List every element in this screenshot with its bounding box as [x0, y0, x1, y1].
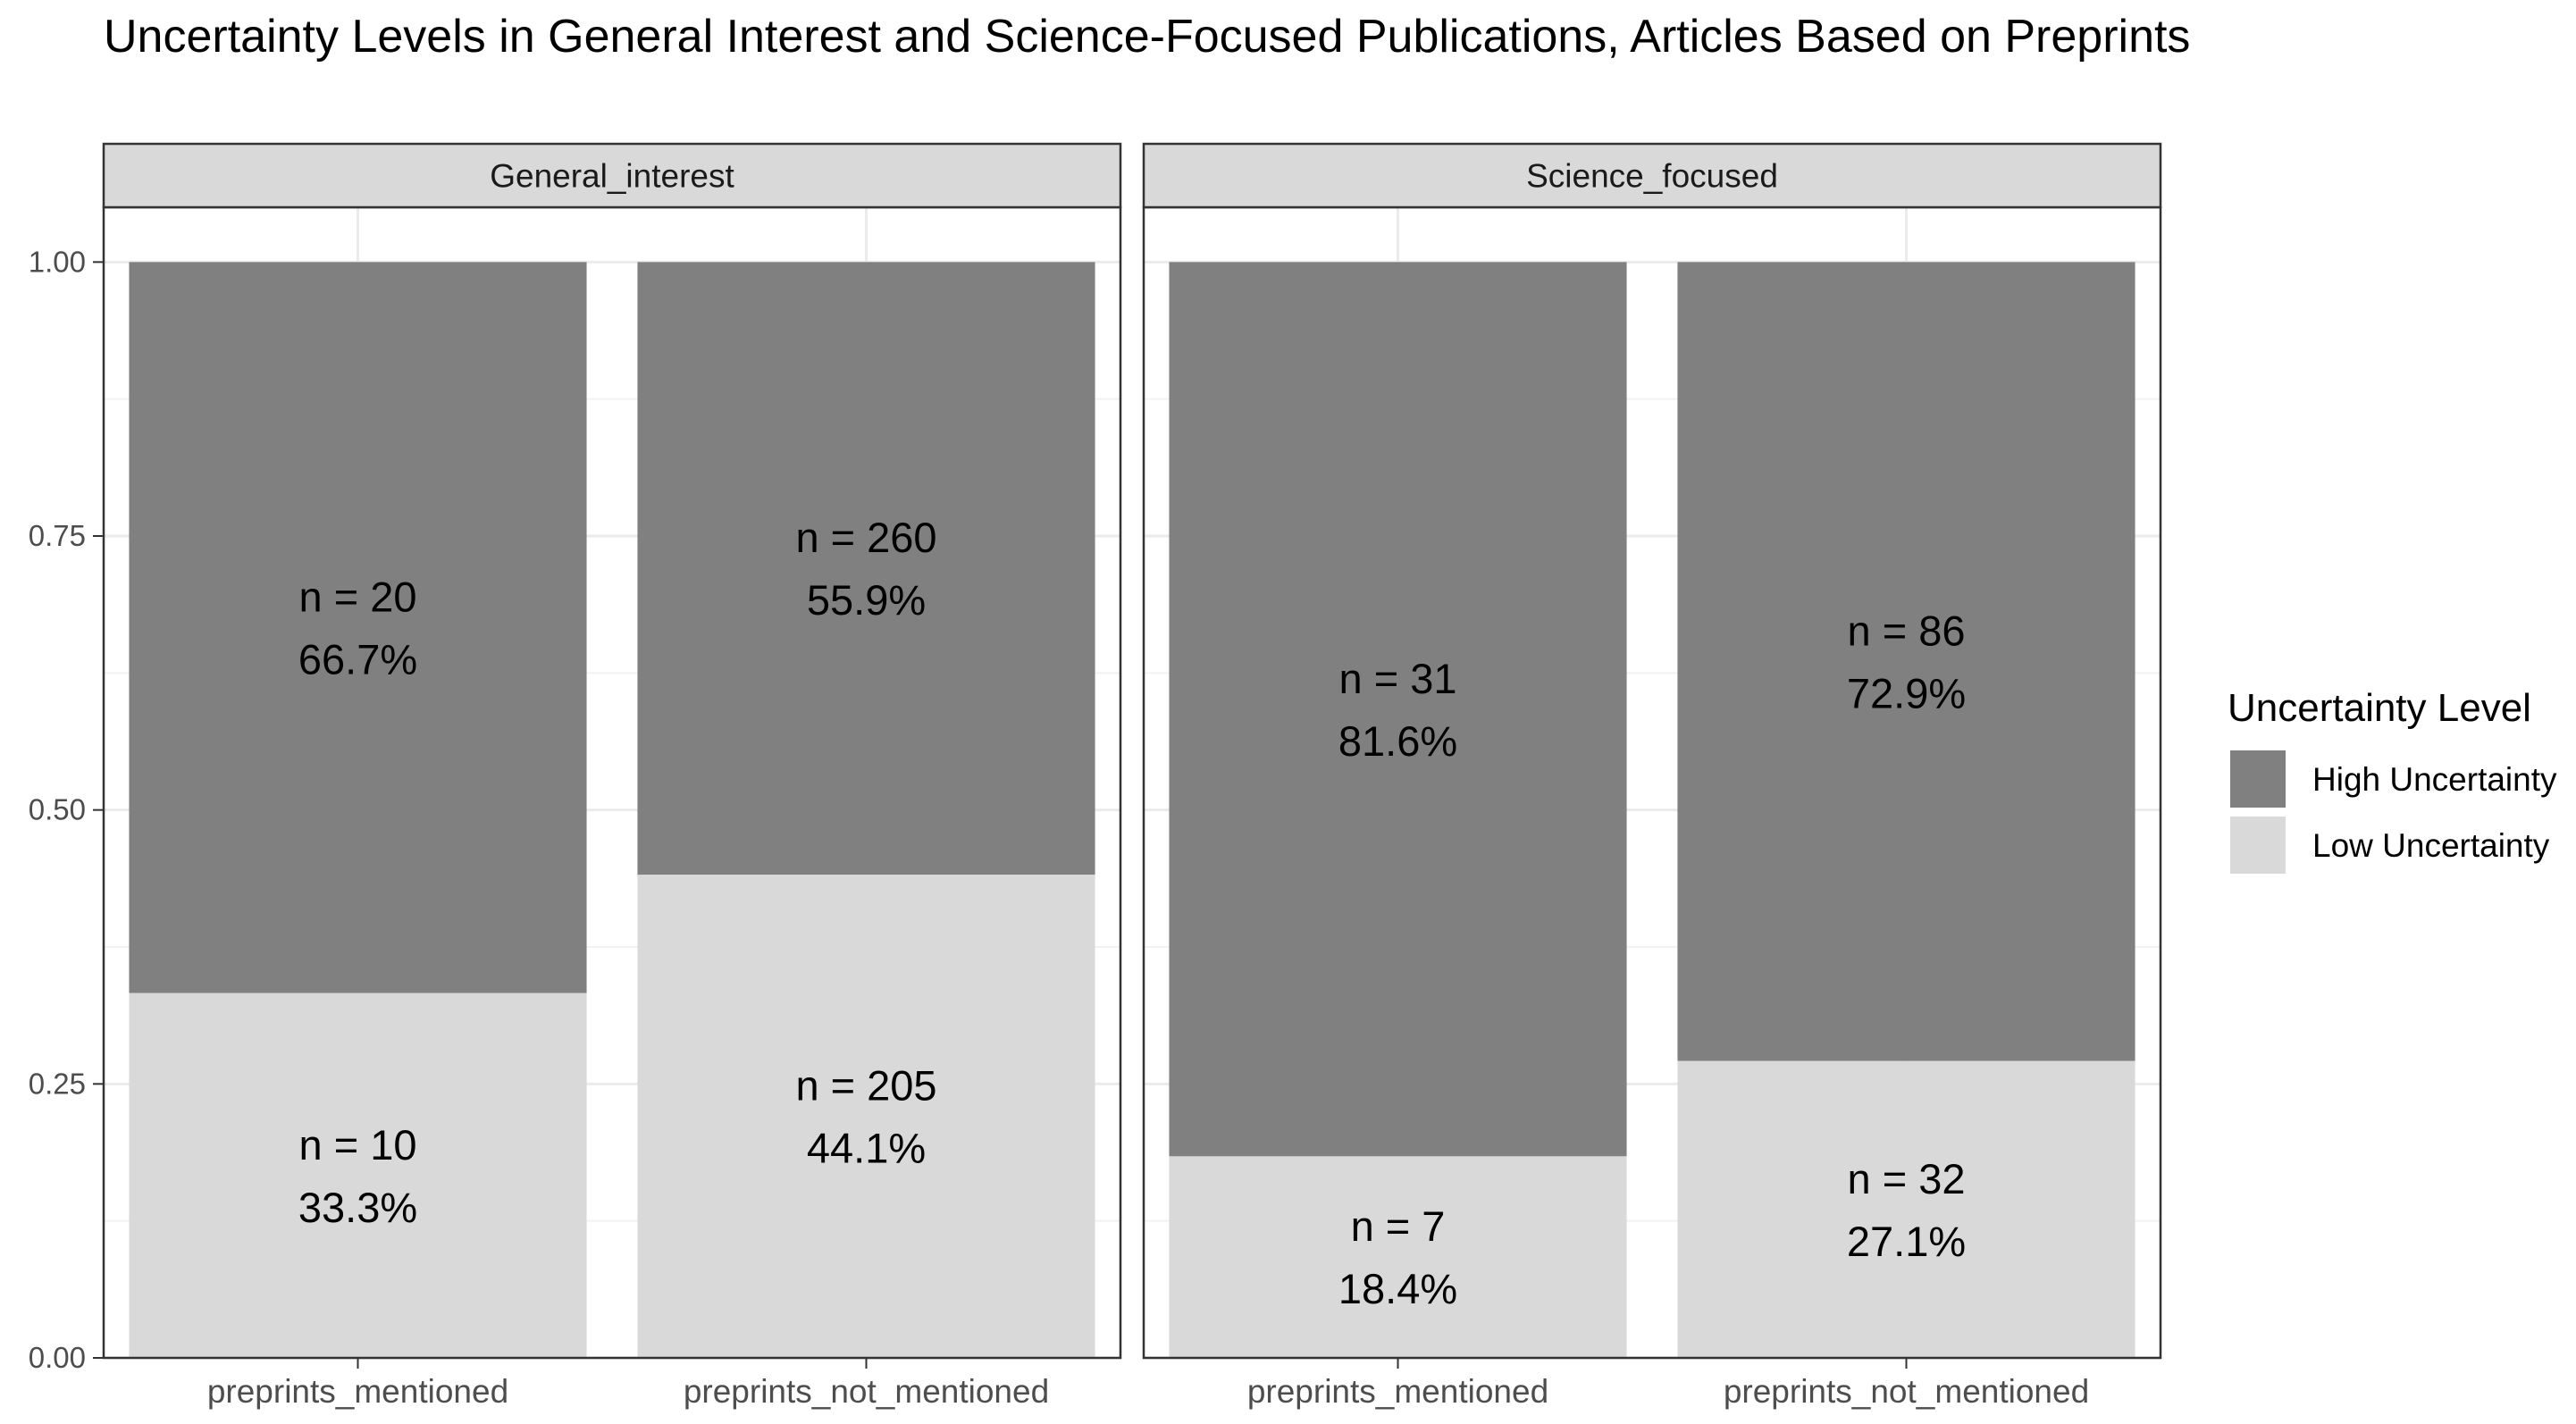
data-label-count: n = 31	[1339, 655, 1457, 702]
bar-segment-high-uncertainty	[1677, 262, 2135, 1061]
data-label-percent: 55.9%	[807, 576, 926, 624]
data-label-percent: 81.6%	[1338, 717, 1457, 765]
facet-strip-label: General_interest	[490, 158, 734, 195]
legend-swatch-high-uncertainty	[2230, 750, 2286, 808]
chart-title: Uncertainty Levels in General Interest a…	[104, 11, 2190, 63]
stacked-bar: n = 7 18.4% n = 31 81.6%	[1169, 262, 1627, 1358]
facet-panel-general-interest: n = 10 33.3% n = 20 66.7% n = 205 44.1% n = 26…	[102, 142, 1122, 1410]
data-label-count: n = 7	[1351, 1202, 1446, 1250]
bar-segment-low-uncertainty	[1677, 1060, 2135, 1358]
y-axis: 0.00 0.25 0.50 0.75 1.00	[29, 245, 104, 1374]
y-tick-label: 0.75	[29, 519, 86, 552]
x-tick-label: preprints_not_mentioned	[1724, 1373, 2089, 1410]
x-tick-label: preprints_mentioned	[1247, 1373, 1548, 1410]
bar-segment-high-uncertainty	[129, 262, 587, 993]
data-label-percent: 72.9%	[1847, 669, 1966, 716]
facet-panel-science-focused: n = 7 18.4% n = 31 81.6% n = 32 27.1% n = 86 72…	[1142, 142, 2162, 1410]
y-tick-label: 0.00	[29, 1341, 86, 1374]
stacked-bar: n = 10 33.3% n = 20 66.7%	[129, 262, 587, 1358]
data-label-count: n = 20	[299, 573, 417, 620]
data-label-percent: 33.3%	[298, 1184, 417, 1231]
legend-label-low-uncertainty: Low Uncertainty	[2312, 827, 2550, 864]
legend-title: Uncertainty Level	[2228, 686, 2531, 730]
legend-label-high-uncertainty: High Uncertainty	[2312, 761, 2557, 798]
data-label-percent: 66.7%	[298, 635, 417, 683]
bar-segment-low-uncertainty	[637, 875, 1095, 1358]
data-label-count: n = 260	[795, 514, 936, 561]
stacked-bar: n = 205 44.1% n = 260 55.9%	[637, 262, 1095, 1358]
data-label-count: n = 32	[1848, 1155, 1966, 1202]
stacked-bar: n = 32 27.1% n = 86 72.9%	[1677, 262, 2135, 1358]
data-label-percent: 18.4%	[1338, 1265, 1457, 1312]
x-tick-label: preprints_not_mentioned	[684, 1373, 1049, 1410]
bar-segment-low-uncertainty	[1169, 1156, 1627, 1358]
data-label-count: n = 10	[299, 1121, 417, 1169]
facets-layer: 0.00 0.25 0.50 0.75 1.00 n = 10 33.3% n = 20 66.…	[29, 142, 2162, 1410]
facet-strip-label: Science_focused	[1526, 158, 1778, 195]
facet-strip	[102, 142, 1122, 209]
y-tick-label: 0.50	[29, 793, 86, 826]
bar-segment-low-uncertainty	[129, 993, 587, 1358]
y-tick-label: 1.00	[29, 245, 86, 278]
data-label-count: n = 86	[1848, 607, 1966, 654]
x-tick-label: preprints_mentioned	[207, 1373, 508, 1410]
legend: Uncertainty Level High Uncertainty Low Un…	[2228, 686, 2557, 875]
facet-strip	[1142, 142, 2162, 209]
data-label-count: n = 205	[795, 1062, 936, 1110]
bar-segment-high-uncertainty	[637, 262, 1095, 875]
data-label-percent: 44.1%	[807, 1125, 926, 1172]
bar-segment-high-uncertainty	[1169, 262, 1627, 1157]
legend-swatch-low-uncertainty	[2230, 817, 2286, 874]
data-label-percent: 27.1%	[1847, 1218, 1966, 1265]
y-tick-label: 0.25	[29, 1067, 86, 1100]
